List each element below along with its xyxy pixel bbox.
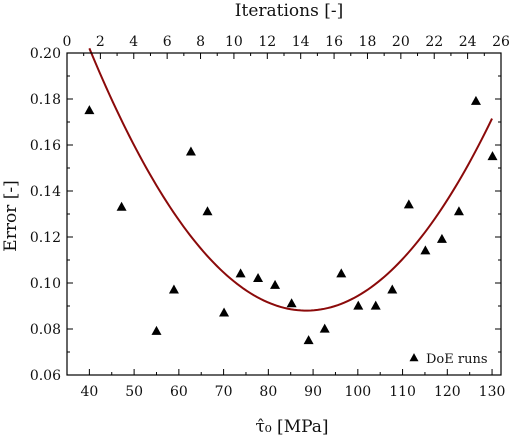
plot-border bbox=[66, 52, 502, 376]
x-tick-label: 90 bbox=[304, 384, 322, 400]
top-x-tick-label: 6 bbox=[163, 34, 172, 50]
top-x-tick-label: 8 bbox=[196, 34, 205, 50]
data-point-triangle bbox=[453, 206, 464, 216]
data-point-triangle bbox=[420, 245, 431, 255]
top-x-tick-label: 24 bbox=[459, 34, 477, 50]
data-point-triangle bbox=[253, 273, 264, 282]
top-x-tick-label: 4 bbox=[129, 34, 138, 50]
data-point-triangle bbox=[168, 284, 179, 294]
data-point-triangle bbox=[235, 268, 246, 278]
top-x-tick-label: 12 bbox=[258, 34, 276, 50]
data-point-triangle bbox=[286, 298, 297, 308]
top-x-tick-label: 20 bbox=[392, 34, 410, 50]
tick-labels-layer: 40 50 60 70 80 90 100 110 120 1300.060.080.100.12… bbox=[30, 34, 510, 400]
data-point-triangle bbox=[319, 323, 330, 333]
x-tick-label: 60 bbox=[170, 384, 188, 400]
top-x-tick-label: 18 bbox=[359, 34, 377, 50]
x-axis-title: τ̂₀ [MPa] bbox=[255, 417, 328, 437]
y-tick-label: 0.20 bbox=[30, 46, 61, 62]
data-point-triangle bbox=[387, 284, 398, 294]
x-tick-label: 70 bbox=[215, 384, 233, 400]
x-tick-label: 40 bbox=[80, 384, 98, 400]
plot-frame bbox=[66, 52, 502, 376]
top-x-tick-label: 10 bbox=[225, 34, 243, 50]
y-tick-label: 0.10 bbox=[30, 276, 61, 292]
y-tick-label: 0.08 bbox=[30, 322, 61, 338]
legend: DoE runs bbox=[409, 352, 488, 367]
data-point-triangle bbox=[487, 151, 498, 161]
data-point-triangle bbox=[219, 307, 230, 317]
data-point-triangle bbox=[202, 206, 213, 216]
y-tick-label: 0.14 bbox=[30, 184, 61, 200]
y-tick-label: 0.06 bbox=[30, 368, 61, 384]
legend-marker-triangle-icon bbox=[409, 353, 419, 362]
top-x-axis-title: Iterations [-] bbox=[235, 1, 343, 21]
top-x-tick-label: 16 bbox=[325, 34, 343, 50]
data-points-layer bbox=[84, 95, 498, 345]
x-tick-label: 130 bbox=[479, 384, 506, 400]
y-axis-title: Error [-] bbox=[1, 180, 21, 251]
data-point-triangle bbox=[353, 300, 364, 310]
data-point-triangle bbox=[436, 233, 447, 243]
data-point-triangle bbox=[116, 201, 127, 211]
x-tick-label: 50 bbox=[125, 384, 143, 400]
data-point-triangle bbox=[84, 105, 95, 115]
top-x-tick-label: 2 bbox=[96, 34, 105, 50]
y-tick-label: 0.12 bbox=[30, 230, 61, 246]
ticks-layer bbox=[66, 52, 502, 376]
fit-curve-layer bbox=[88, 47, 493, 312]
data-point-triangle bbox=[270, 279, 281, 289]
data-point-triangle bbox=[370, 300, 381, 310]
y-tick-label: 0.16 bbox=[30, 138, 61, 154]
x-tick-label: 110 bbox=[389, 384, 416, 400]
top-x-tick-label: 22 bbox=[425, 34, 443, 50]
data-point-triangle bbox=[336, 268, 347, 278]
fit-curve bbox=[88, 47, 493, 312]
x-tick-label: 100 bbox=[344, 384, 371, 400]
legend-label: DoE runs bbox=[426, 352, 488, 367]
top-x-tick-label: 0 bbox=[63, 34, 72, 50]
data-point-triangle bbox=[303, 335, 314, 345]
top-x-tick-label: 26 bbox=[492, 34, 510, 50]
x-tick-label: 80 bbox=[259, 384, 277, 400]
x-tick-label: 120 bbox=[434, 384, 461, 400]
y-tick-label: 0.18 bbox=[30, 92, 61, 108]
data-point-triangle bbox=[403, 199, 414, 209]
data-point-triangle bbox=[151, 325, 162, 335]
top-x-tick-label: 14 bbox=[292, 34, 310, 50]
data-point-triangle bbox=[470, 95, 481, 105]
data-point-triangle bbox=[185, 146, 196, 156]
